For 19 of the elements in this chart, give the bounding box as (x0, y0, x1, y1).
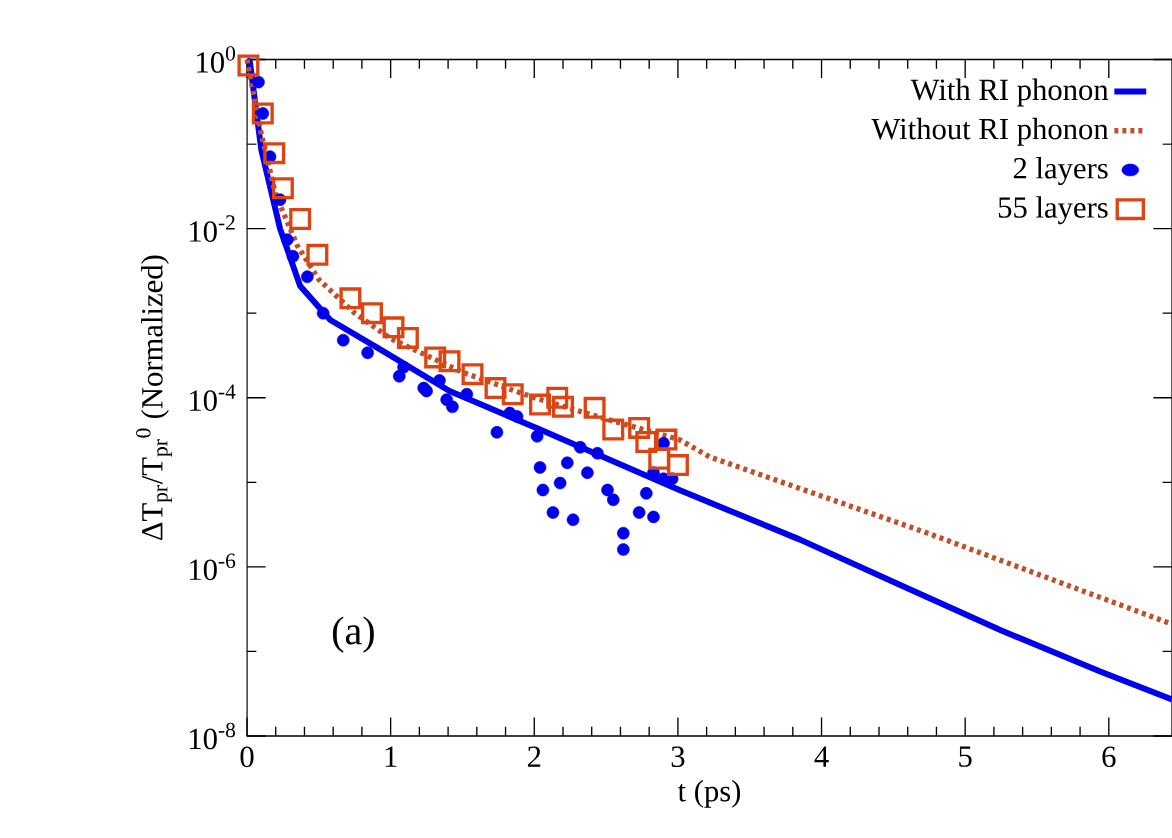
x-tick-label: 1 (385, 746, 397, 767)
y-tick-label: 10$^{-6}$ (190, 553, 236, 581)
x-tick-label: 4 (814, 746, 829, 767)
legend-label: 2 layers (1013, 157, 1108, 185)
y-tick-label: 10$^{-2}$ (190, 215, 235, 242)
legend-label: 55 layers (998, 196, 1108, 225)
y-tick-label: 10$^{-4}$ (190, 384, 236, 411)
y-axis-title: ΔT$_{pr}$/T$_{pr}$$^{0}$ (Normalized) (136, 255, 172, 541)
annotation: (a) (332, 616, 374, 653)
x-tick-label: 6 (1102, 746, 1116, 768)
x-tick-label: 0 (240, 746, 254, 768)
y-tick-label: 10$^{0}$ (197, 46, 236, 73)
y-tick-label: 10$^{-8}$ (190, 722, 236, 750)
x-tick-label: 2 (527, 746, 541, 767)
x-tick-label: 5 (959, 746, 972, 767)
legend-label: With RI phonon (910, 78, 1109, 107)
x-axis-title: t (ps) (677, 779, 741, 808)
x-tick-label: 3 (671, 746, 685, 768)
legend-label: Without RI phonon (871, 117, 1109, 146)
